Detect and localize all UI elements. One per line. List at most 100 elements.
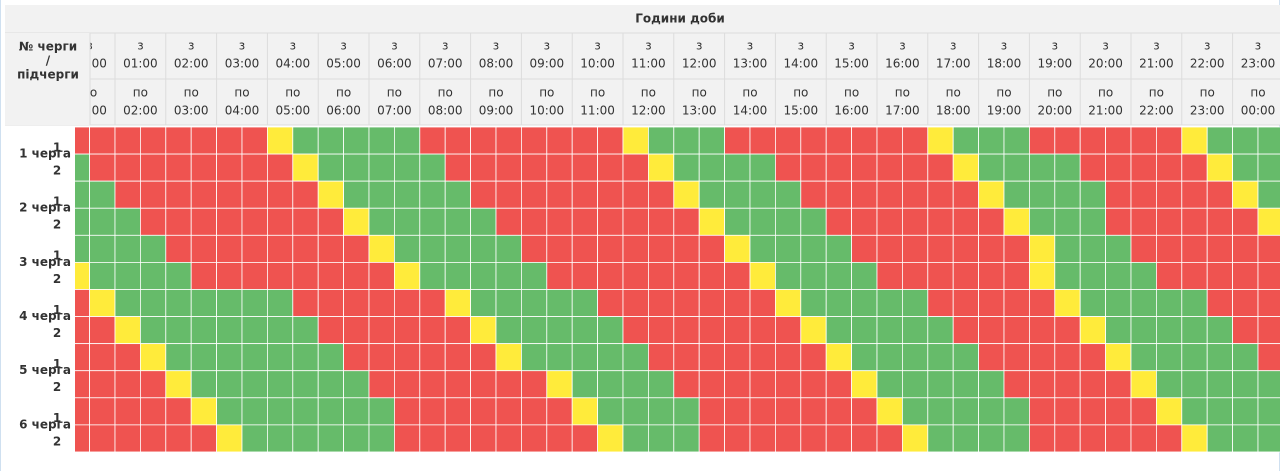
cell — [851, 370, 878, 399]
cell — [419, 424, 446, 453]
subqueue-label: 2 — [53, 218, 61, 232]
cell — [1181, 126, 1208, 155]
cell — [927, 370, 954, 399]
cell — [1206, 289, 1233, 317]
cell — [114, 343, 141, 372]
hour-to: 11:00 — [580, 104, 615, 118]
from-label: з — [188, 39, 194, 53]
cell — [1232, 234, 1259, 263]
cell — [648, 289, 675, 317]
cell — [521, 261, 548, 290]
cell — [419, 397, 446, 426]
queue-label: 6 черга — [19, 417, 71, 431]
cell — [1232, 316, 1259, 345]
from-label: з — [1102, 39, 1108, 53]
cell — [444, 316, 472, 345]
cell — [114, 424, 141, 453]
cell — [1105, 234, 1132, 263]
cell — [597, 234, 624, 263]
cell — [800, 397, 827, 426]
hour-to: 19:00 — [987, 104, 1022, 118]
cell — [190, 126, 217, 155]
cell — [495, 424, 522, 453]
cell — [139, 424, 167, 453]
cell — [1105, 424, 1132, 453]
queue-label: 3 черга — [19, 255, 71, 269]
hour-from: 06:00 — [377, 57, 412, 71]
cell — [419, 180, 446, 209]
cell — [1054, 343, 1081, 372]
cell — [622, 261, 649, 290]
cell — [292, 289, 319, 317]
from-label: з — [696, 39, 702, 53]
cell — [1232, 180, 1259, 209]
cell — [317, 316, 345, 345]
cell — [952, 343, 980, 372]
cell — [266, 261, 294, 290]
cell — [775, 180, 802, 209]
cell — [1232, 261, 1259, 290]
cell — [1079, 261, 1106, 290]
cell — [165, 153, 192, 182]
subqueue-label: 2 — [53, 434, 61, 448]
cell — [648, 126, 675, 155]
cell — [165, 424, 192, 453]
cell — [1105, 153, 1132, 182]
cell — [622, 234, 649, 263]
cell — [673, 126, 700, 155]
cell — [1079, 424, 1106, 453]
cell — [952, 316, 980, 345]
cell — [927, 316, 954, 345]
cell — [648, 153, 675, 182]
cell — [343, 343, 370, 372]
hour-to: 05:00 — [276, 104, 311, 118]
cell — [1257, 289, 1280, 317]
cell — [343, 370, 370, 399]
cell — [139, 153, 167, 182]
cell — [698, 126, 726, 155]
cell — [1206, 207, 1233, 236]
hour-from: 19:00 — [1038, 57, 1073, 71]
cell — [317, 397, 345, 426]
cell — [1003, 234, 1030, 263]
hour-from: 22:00 — [1190, 57, 1225, 71]
cell — [749, 261, 776, 290]
hour-from: 18:00 — [987, 57, 1022, 71]
cell — [343, 234, 370, 263]
cell — [800, 207, 827, 236]
cell — [317, 261, 345, 290]
cell — [597, 316, 624, 345]
cell — [724, 316, 751, 345]
cell — [698, 397, 726, 426]
cell — [851, 207, 878, 236]
cell — [343, 289, 370, 317]
cell — [1232, 424, 1259, 453]
cell — [1156, 261, 1183, 290]
cell — [1130, 180, 1157, 209]
cell — [1029, 207, 1056, 236]
cell — [241, 153, 268, 182]
cell — [317, 180, 345, 209]
cell — [1105, 261, 1132, 290]
cell — [876, 397, 903, 426]
cell — [419, 234, 446, 263]
cell — [393, 180, 421, 209]
cell — [749, 126, 776, 155]
cell — [343, 261, 370, 290]
cell — [978, 180, 1005, 209]
cell — [775, 234, 802, 263]
cell — [1206, 343, 1233, 372]
cell — [978, 234, 1005, 263]
cell — [749, 289, 776, 317]
cell — [571, 180, 599, 209]
cell — [190, 289, 217, 317]
hour-from: 15:00 — [834, 57, 869, 71]
cell — [521, 370, 548, 399]
cell — [775, 397, 802, 426]
cell — [1054, 261, 1081, 290]
cell — [800, 261, 827, 290]
cell — [139, 397, 167, 426]
cell — [1105, 180, 1132, 209]
cell — [139, 316, 167, 345]
cell — [546, 289, 573, 317]
